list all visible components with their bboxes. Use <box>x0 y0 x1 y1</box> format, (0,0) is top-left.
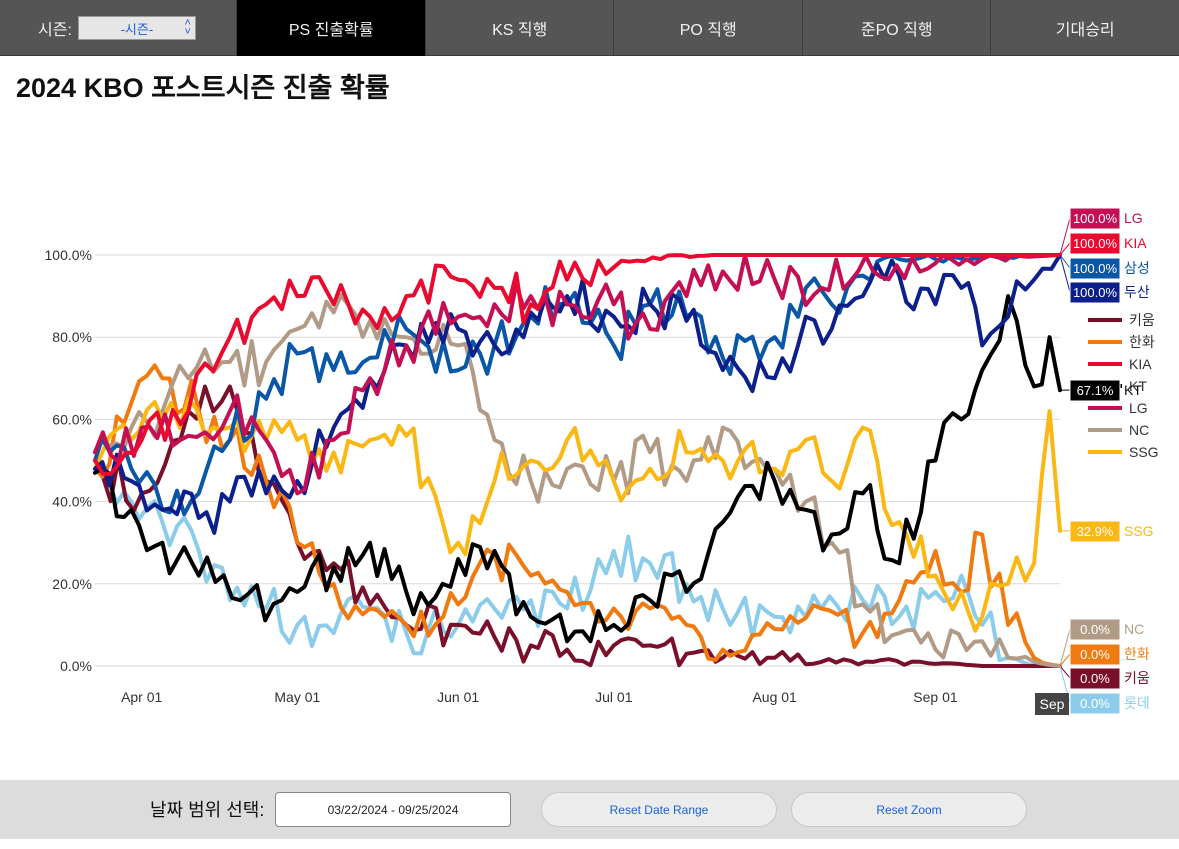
end-tag-team: KIA <box>1124 235 1147 251</box>
y-tick-label: 100.0% <box>45 247 92 263</box>
legend-label: 한화 <box>1129 334 1155 350</box>
end-tag-team: LG <box>1124 210 1143 226</box>
end-tag-team: 한화 <box>1124 646 1150 662</box>
series-line <box>93 294 1062 644</box>
end-tag-box <box>1069 520 1121 543</box>
end-tag-team: SSG <box>1124 523 1154 539</box>
y-tick-label: 20.0% <box>52 576 92 592</box>
end-tag-connector <box>1059 254 1071 293</box>
end-tag-connector <box>1059 665 1071 679</box>
end-tag-box <box>1069 281 1121 304</box>
x-tick-label: Sep 01 <box>913 689 958 705</box>
end-tag-box <box>1069 692 1121 715</box>
tab-expected-wins[interactable]: 기대승리 <box>990 0 1179 56</box>
y-tick-label: 60.0% <box>52 411 92 427</box>
tab-jun-po[interactable]: 준PO 직행 <box>801 0 991 56</box>
page-title: 2024 KBO 포스트시즌 진출 확률 <box>16 73 390 103</box>
end-tag-value: 100.0% <box>1073 236 1118 251</box>
x-axis: Apr 01 May 01 Jun 01 Jul 01 Aug 01 Sep 01 <box>121 689 958 705</box>
top-nav: 시즌: -시즌- ˄ ˅ PS 진출확률 KS 직행 PO 직행 준PO 직행 기… <box>0 0 1179 56</box>
end-tag-box <box>1069 379 1121 402</box>
x-tick-label: Aug 01 <box>752 689 797 705</box>
legend-label: KT <box>1129 378 1147 394</box>
end-tag-value: 0.0% <box>1080 671 1110 686</box>
y-tick-label: 40.0% <box>52 494 92 510</box>
end-tag-box <box>1069 643 1121 666</box>
end-tag-team: NC <box>1124 621 1144 637</box>
y-tick-label: 0.0% <box>60 658 92 674</box>
end-tag-value: 32.9% <box>1077 524 1114 539</box>
season-label: 시즌: <box>38 22 72 39</box>
end-tag-box <box>1069 618 1121 641</box>
x-tick-label: May 01 <box>274 689 320 705</box>
end-tag-box <box>1069 232 1121 255</box>
chevron-updown-icon: ˄ ˅ <box>184 17 191 38</box>
series-line <box>93 253 1062 535</box>
series-line <box>93 293 1062 668</box>
season-select[interactable]: -시즌- ˄ ˅ <box>77 16 196 40</box>
x-tick-label: Jul 01 <box>595 689 633 705</box>
date-range-input[interactable]: 03/22/2024 - 09/25/2024 <box>275 792 511 827</box>
x-tick-label: Jun 01 <box>437 689 479 705</box>
end-tag-connector <box>1059 217 1071 256</box>
legend-label: SSG <box>1129 444 1159 460</box>
reset-zoom-button[interactable]: Reset Zoom <box>791 792 1027 827</box>
reset-date-range-button[interactable]: Reset Date Range <box>541 792 777 827</box>
probability-chart[interactable]: 0.0% 20.0% 40.0% 60.0% 80.0% 100.0% Apr 01 May… <box>0 190 1179 750</box>
end-labels: 100.0% LG 100.0% KIA 100.0% 삼성 100.0% 두산 67.1% KT… <box>1059 207 1154 715</box>
series-line <box>93 253 1062 477</box>
legend-label: KIA <box>1129 356 1152 372</box>
series-line <box>93 396 1062 633</box>
end-tag-connector <box>1059 653 1071 667</box>
x-tick-label: Apr 01 <box>121 689 162 705</box>
y-axis: 0.0% 20.0% 40.0% 60.0% 80.0% 100.0% <box>45 247 92 674</box>
end-tag-team: 키움 <box>1124 670 1150 686</box>
series-line <box>93 253 1062 517</box>
end-tag-connector <box>1059 628 1071 667</box>
series-line <box>93 253 1062 496</box>
y-tick-label: 80.0% <box>52 329 92 345</box>
season-picker: 시즌: -시즌- ˄ ˅ <box>0 0 236 56</box>
tab-ps[interactable]: PS 진출확률 <box>236 0 425 56</box>
end-tag-team: KT <box>1124 382 1142 398</box>
end-tag-value: 100.0% <box>1073 285 1118 300</box>
end-tag-box <box>1069 207 1121 230</box>
series-lines <box>93 253 1062 668</box>
end-tag-team: 삼성 <box>1124 260 1150 276</box>
date-range-label: 날짜 범위 선택: <box>150 800 265 820</box>
end-tag-value: 0.0% <box>1080 696 1110 711</box>
end-tag-connector <box>1059 242 1071 256</box>
end-tag-box <box>1069 667 1121 690</box>
footer-bar: 날짜 범위 선택: 03/22/2024 - 09/25/2024 Reset … <box>0 780 1179 839</box>
legend-label: NC <box>1129 422 1149 438</box>
tab-po[interactable]: PO 직행 <box>613 0 802 56</box>
end-tag-value: 100.0% <box>1073 211 1118 226</box>
end-tag-value: 0.0% <box>1080 647 1110 662</box>
end-tag-team: 두산 <box>1124 284 1150 300</box>
hover-date-label: Sep <box>1040 696 1065 712</box>
season-select-value: -시즌- <box>120 21 154 37</box>
end-tag-value: 100.0% <box>1073 261 1118 276</box>
end-tag-connector <box>1059 254 1071 269</box>
legend-label: 키움 <box>1129 312 1155 328</box>
hover-date-box <box>1035 693 1069 715</box>
legend-label: LG <box>1129 400 1148 416</box>
end-tag-box <box>1069 257 1121 280</box>
end-tag-value: 0.0% <box>1080 622 1110 637</box>
end-tag-team: 롯데 <box>1124 695 1150 711</box>
hover-date: Sep <box>1035 693 1069 715</box>
tab-ks[interactable]: KS 직행 <box>424 0 614 56</box>
end-tag-value: 67.1% <box>1077 383 1114 398</box>
series-line <box>93 363 1062 668</box>
